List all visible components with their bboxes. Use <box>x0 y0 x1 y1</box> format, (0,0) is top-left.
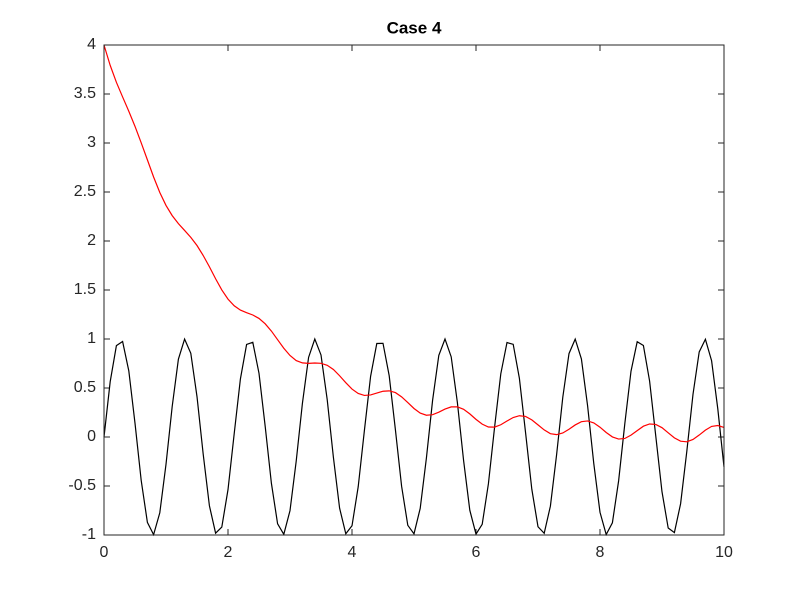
y-tick-label: 1 <box>87 330 96 347</box>
series-line <box>103 337 725 537</box>
y-tick-label: 3 <box>87 134 96 151</box>
y-tick-label: 4 <box>87 36 96 53</box>
y-tick-label: 2.5 <box>74 183 96 200</box>
y-tick-label: 3.5 <box>74 85 96 102</box>
x-tick-label: 6 <box>472 544 481 561</box>
x-tick-label: 2 <box>224 544 233 561</box>
y-tick-label: -0.5 <box>68 477 96 494</box>
x-tick-label: 8 <box>596 544 605 561</box>
x-tick-label: 10 <box>715 544 733 561</box>
y-tick-label: -1 <box>82 526 96 543</box>
y-tick-label: 0.5 <box>74 379 96 396</box>
chart-title: Case 4 <box>387 18 442 37</box>
x-tick-label: 4 <box>348 544 357 561</box>
y-tick-label: 2 <box>87 232 96 249</box>
y-tick-label: 0 <box>87 428 96 445</box>
series-line <box>103 44 725 443</box>
x-tick-label: 0 <box>100 544 109 561</box>
plot-frame <box>103 44 725 536</box>
y-tick-label: 1.5 <box>74 281 96 298</box>
